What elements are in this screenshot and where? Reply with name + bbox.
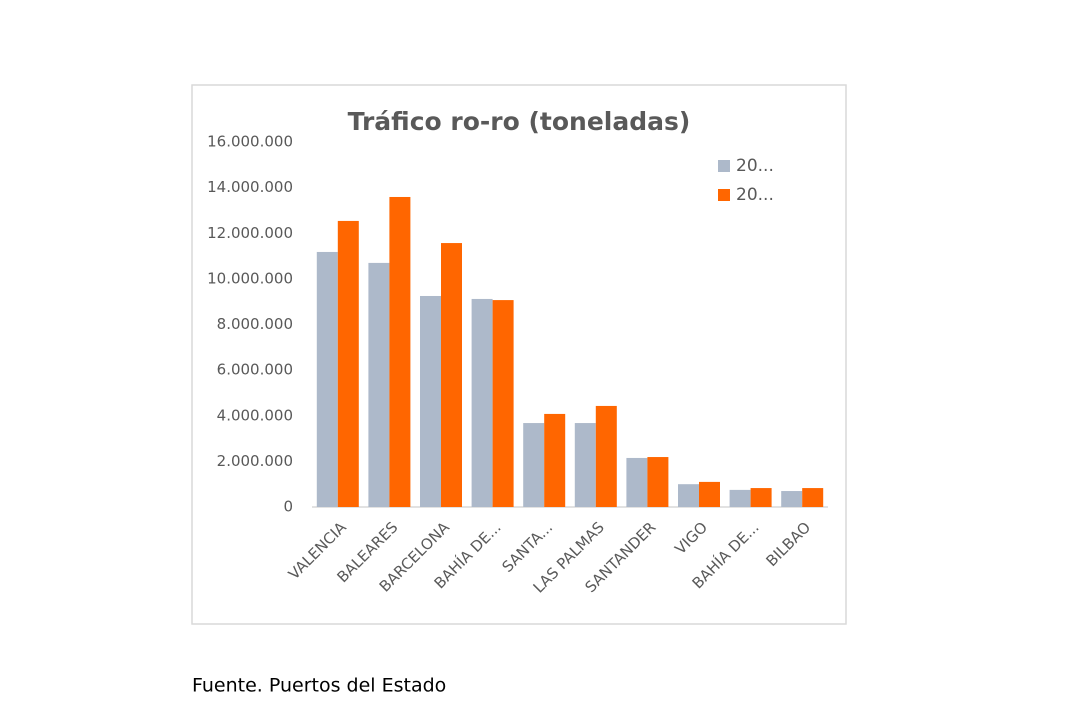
y-tick-label: 6.000.000 xyxy=(217,361,293,379)
y-tick-label: 2.000.000 xyxy=(217,452,293,470)
legend-label: 20... xyxy=(736,156,774,176)
bar xyxy=(316,251,338,507)
bar xyxy=(420,295,441,507)
y-tick-label: 8.000.000 xyxy=(217,315,293,333)
bar xyxy=(544,413,566,507)
bar xyxy=(802,488,824,507)
bar xyxy=(729,489,751,507)
legend-swatch xyxy=(718,189,730,201)
bar xyxy=(523,423,545,507)
bar xyxy=(699,481,720,507)
y-tick-label: 14.000.000 xyxy=(207,178,293,196)
legend-label: 20... xyxy=(736,185,774,205)
bar xyxy=(441,243,462,507)
bar xyxy=(471,298,493,507)
chart-frame xyxy=(191,84,847,625)
bar xyxy=(647,457,669,507)
legend-swatch xyxy=(718,160,730,172)
bar xyxy=(368,262,390,507)
y-tick-label: 10.000.000 xyxy=(207,269,293,287)
y-tick-label: 12.000.000 xyxy=(207,224,293,242)
chart-title: Tráfico ro-ro (toneladas) xyxy=(348,107,691,136)
y-tick-label: 4.000.000 xyxy=(217,406,293,424)
bar xyxy=(595,405,617,507)
source-note: Fuente. Puertos del Estado xyxy=(192,675,446,697)
bar xyxy=(574,423,596,507)
bar xyxy=(750,488,772,507)
bar xyxy=(781,491,803,507)
y-tick-label: 0 xyxy=(283,498,293,516)
bar xyxy=(389,196,411,507)
bar xyxy=(678,484,699,507)
bar xyxy=(626,457,648,507)
bar xyxy=(492,300,514,507)
y-tick-label: 16.000.000 xyxy=(207,133,293,151)
bar xyxy=(337,220,359,507)
